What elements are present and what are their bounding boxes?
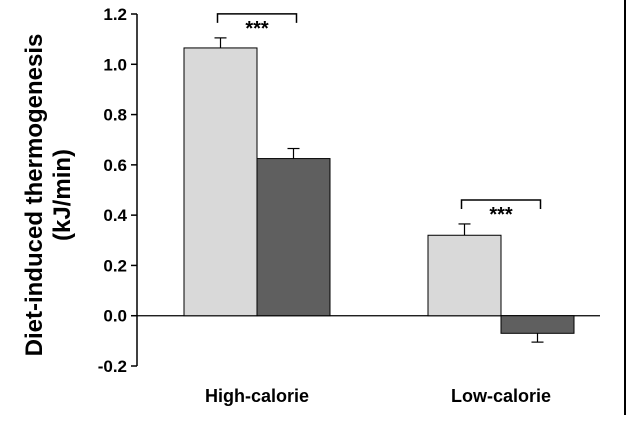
error-bars <box>214 37 544 343</box>
bar <box>427 234 502 317</box>
y-tick-label: 0.8 <box>103 106 127 125</box>
bar <box>256 158 331 317</box>
bar <box>500 315 575 334</box>
x-category-label: High-calorie <box>205 386 309 406</box>
significance-brackets: *** *** <box>216 13 542 226</box>
y-axis-title-line1: Diet-induced thermogenesis <box>21 34 48 357</box>
y-tick-label: 0.6 <box>103 156 127 175</box>
significance-bracket <box>460 199 542 209</box>
bar <box>183 47 258 317</box>
significance-bracket <box>216 13 298 23</box>
x-category-label: Low-calorie <box>451 386 551 406</box>
y-tick-label: 0.2 <box>103 256 127 275</box>
y-tick-label: 1.0 <box>103 55 127 74</box>
significance-label: *** <box>489 204 513 226</box>
y-tick-label: -0.2 <box>98 357 127 376</box>
significance-label: *** <box>245 18 269 40</box>
bar-series <box>183 47 575 334</box>
y-tick-label: 0.4 <box>103 206 127 225</box>
y-tick-label: 0.0 <box>103 307 127 326</box>
y-axis-title-line2: (kJ/min) <box>49 149 76 241</box>
y-tick-label: 1.2 <box>103 5 127 24</box>
x-axis-categories: High-calorie Low-calorie <box>205 386 551 406</box>
